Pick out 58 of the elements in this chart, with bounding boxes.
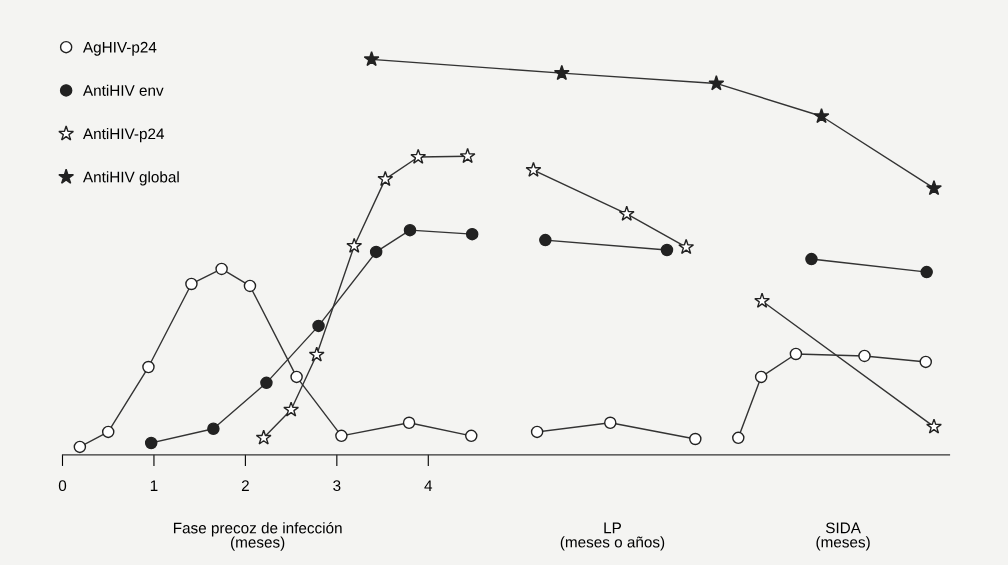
point <box>363 50 380 67</box>
x-tick-label: 2 <box>241 480 249 491</box>
point <box>369 245 383 259</box>
point <box>73 440 87 454</box>
point <box>410 148 427 164</box>
point <box>142 360 155 374</box>
point <box>290 370 303 384</box>
x-tick-label: 3 <box>333 480 341 492</box>
point <box>926 179 942 196</box>
text: Fase precoz de infección (meses) <box>173 522 342 551</box>
point <box>207 422 220 435</box>
point <box>689 432 702 446</box>
point <box>144 436 158 450</box>
point <box>525 161 542 177</box>
point <box>789 347 803 361</box>
legend-label: AgHIV-p24 <box>82 41 157 56</box>
x-tick-label: 0 <box>58 480 67 492</box>
point <box>308 346 325 362</box>
point <box>553 64 570 81</box>
x-tick-label: 4 <box>424 480 433 491</box>
point <box>465 227 479 241</box>
point <box>604 416 617 430</box>
point <box>678 238 695 255</box>
point <box>754 292 771 308</box>
point <box>215 262 228 276</box>
point <box>459 147 476 164</box>
point <box>255 429 272 445</box>
point <box>618 205 635 221</box>
point <box>243 279 257 293</box>
text: LP (meses o años) <box>560 522 665 551</box>
text: SIDA (meses) <box>816 522 870 551</box>
point <box>858 349 871 363</box>
point <box>101 425 115 439</box>
point <box>660 243 674 257</box>
point <box>283 401 300 417</box>
x-tick-label: 1 <box>150 480 158 491</box>
point <box>335 429 348 443</box>
legend-label: AntiHIV-p24 <box>82 127 165 143</box>
point <box>260 376 273 390</box>
legend-label: AntiHIV global <box>82 171 179 186</box>
point <box>754 370 768 384</box>
point <box>403 223 417 237</box>
point <box>185 277 198 291</box>
point <box>465 429 478 443</box>
point <box>377 170 394 187</box>
point <box>312 319 325 333</box>
point <box>346 237 363 253</box>
point <box>805 252 818 266</box>
point <box>926 418 942 434</box>
point <box>539 233 552 247</box>
legend-label: AntiHIV env <box>82 84 164 96</box>
point <box>920 265 933 279</box>
point <box>732 431 745 445</box>
point <box>813 107 830 124</box>
point <box>402 416 416 430</box>
point <box>708 75 725 91</box>
point <box>919 355 933 369</box>
point <box>530 425 544 439</box>
